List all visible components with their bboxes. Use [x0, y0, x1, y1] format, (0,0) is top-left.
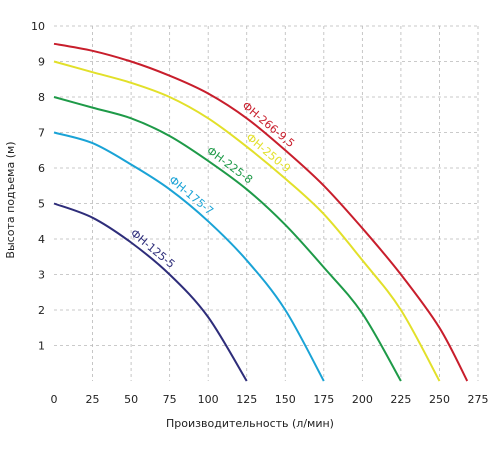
x-tick-label: 100: [198, 393, 219, 406]
y-tick-label: 3: [38, 269, 45, 282]
series-curve-2: [53, 96, 402, 382]
x-tick-label: 275: [468, 393, 489, 406]
x-tick-label: 75: [163, 393, 177, 406]
series-label-2: ФН-225-8: [204, 144, 255, 186]
x-tick-label: 250: [429, 393, 450, 406]
y-tick-label: 10: [31, 20, 45, 33]
x-axis-ticks: 0 25 50 75 100 125 150 175 200 225 250 275: [51, 393, 489, 406]
series-labels: ФН-266-9,5ФН-250-9ФН-225-8ФН-175-7ФН-125…: [128, 99, 297, 271]
y-tick-label: 2: [38, 304, 45, 317]
x-tick-label: 25: [86, 393, 100, 406]
series-curve-1: [53, 60, 441, 382]
y-tick-label: 5: [38, 198, 45, 211]
y-tick-label: 1: [38, 340, 45, 353]
y-axis-ticks: 1 2 3 4 5 6 7 8 9 10: [31, 20, 45, 353]
y-tick-label: 8: [38, 91, 45, 104]
y-tick-label: 7: [38, 127, 45, 140]
x-tick-label: 200: [352, 393, 373, 406]
x-tick-label: 175: [313, 393, 334, 406]
y-tick-label: 6: [38, 162, 45, 175]
x-axis-title: Производительность (л/мин): [166, 417, 334, 430]
x-tick-label: 0: [51, 393, 58, 406]
series-curves: [53, 42, 469, 382]
series-curve-3: [53, 131, 325, 382]
y-axis-title: Высота подъема (м): [4, 141, 17, 258]
series-curve-4: [53, 202, 248, 382]
grid: [54, 25, 479, 381]
y-tick-label: 4: [38, 233, 45, 246]
x-tick-label: 225: [390, 393, 411, 406]
y-tick-label: 9: [38, 56, 45, 69]
x-tick-label: 125: [236, 393, 257, 406]
series-curve-0: [53, 42, 469, 382]
x-tick-label: 150: [275, 393, 296, 406]
x-tick-label: 50: [124, 393, 138, 406]
